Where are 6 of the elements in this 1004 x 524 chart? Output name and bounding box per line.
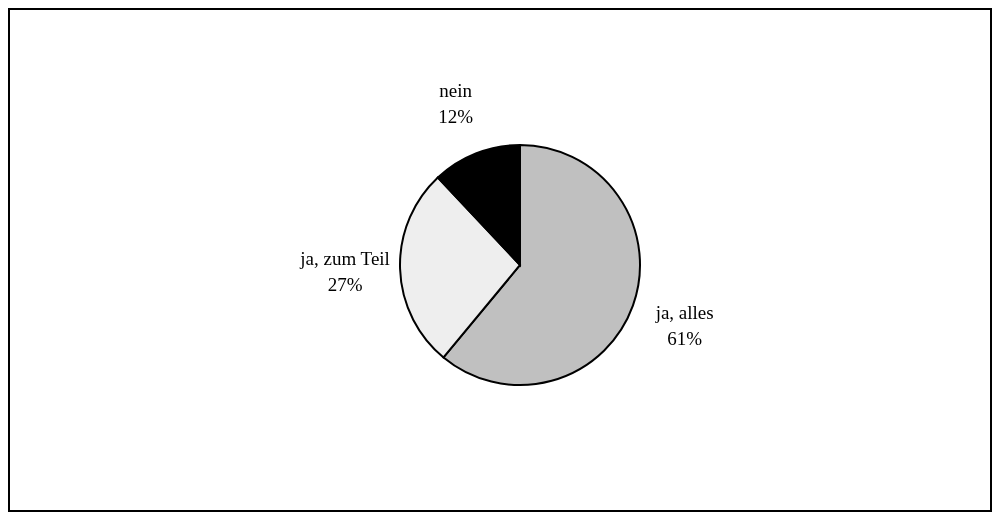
data-label: 12% bbox=[438, 106, 474, 128]
slice-label: ja, zum Teil bbox=[299, 247, 390, 269]
slice-label: ja, alles bbox=[654, 301, 714, 323]
slice-label: nein bbox=[439, 79, 473, 101]
data-label: 27% bbox=[327, 274, 363, 296]
data-label: 61% bbox=[667, 328, 703, 350]
